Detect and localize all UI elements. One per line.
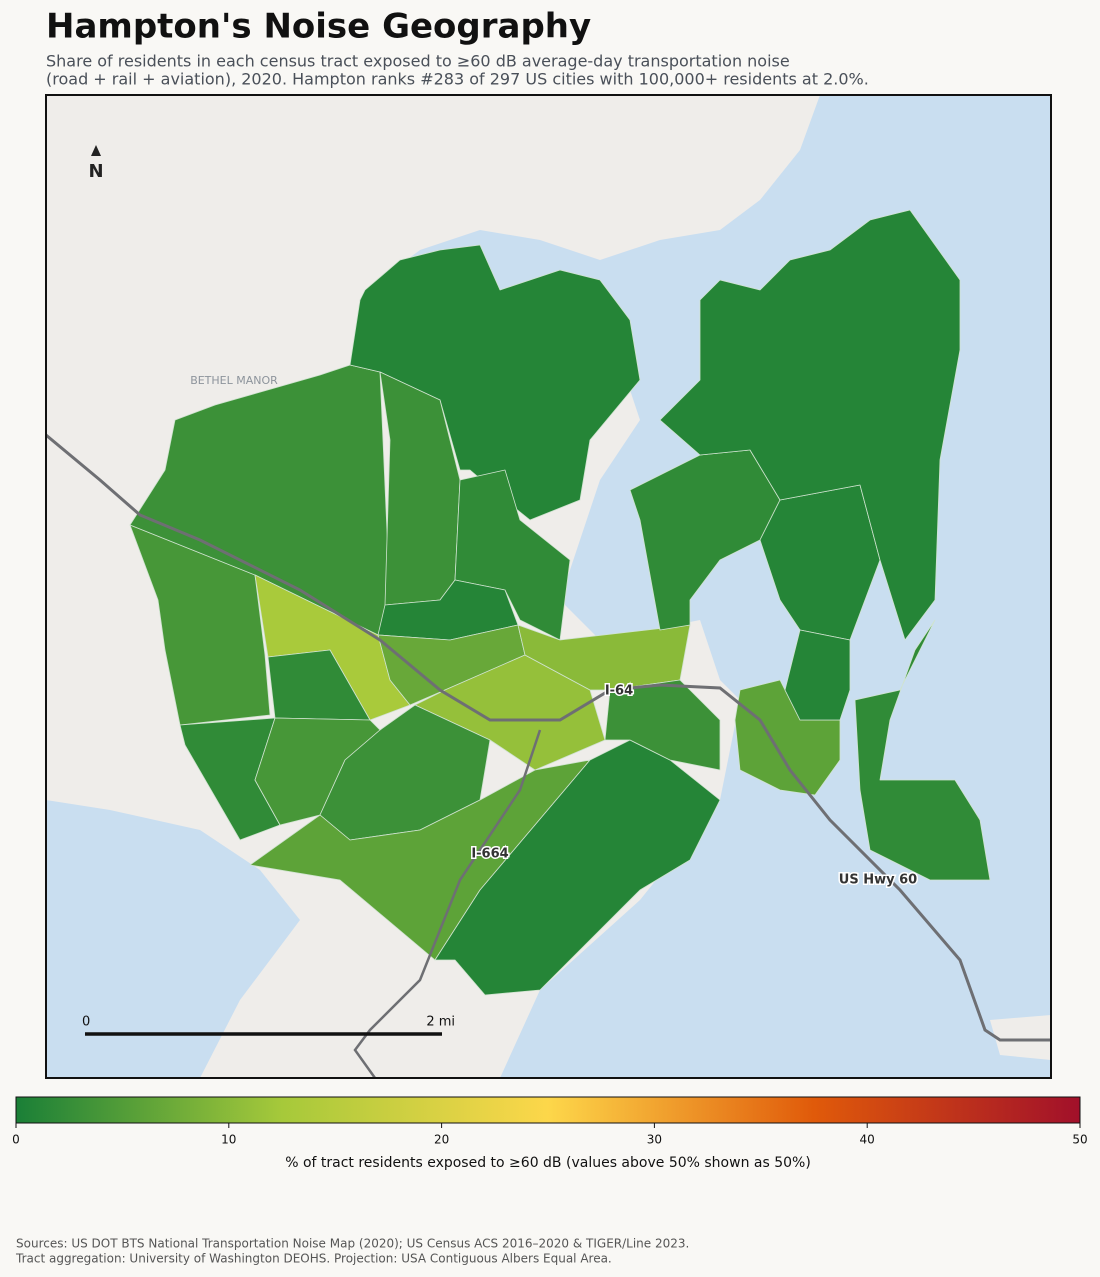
colorbar-tick-label: 50 <box>1072 1133 1087 1147</box>
map: I-64 I-664 US Hwy 60 BETHEL MANOR N 0 2 … <box>46 95 1051 1078</box>
north-arrow <box>91 145 101 156</box>
map-frame <box>45 94 1052 1079</box>
sources: Tract aggregation: University of Washing… <box>15 1252 612 1266</box>
scale-label: 2 mi <box>426 1015 455 1030</box>
tract <box>434 739 721 996</box>
tract <box>517 624 691 691</box>
title: Hampton's Noise Geography <box>46 7 591 47</box>
colorbar-tick-label: 20 <box>434 1133 449 1147</box>
colorbar <box>15 1096 1081 1124</box>
colorbar-tick-label: 10 <box>221 1133 236 1147</box>
subtitle: Share of residents in each census tract … <box>46 52 790 71</box>
tract <box>129 524 271 726</box>
land <box>990 1015 1051 1060</box>
road-label: I-64 <box>605 684 633 699</box>
tracts <box>129 209 991 996</box>
colorbar-label: % of tract residents exposed to ≥60 dB (… <box>285 1155 811 1171</box>
road-i64 <box>46 433 1051 1042</box>
tract <box>784 629 851 721</box>
colorbar-tick-label: 40 <box>860 1133 875 1147</box>
colorbar-ticks: 0 10 20 30 40 50 <box>12 1123 1088 1147</box>
place-label: BETHEL MANOR <box>190 374 278 387</box>
scale-label: 0 <box>82 1015 90 1030</box>
north-label: N <box>88 161 103 182</box>
colorbar-tick-label: 30 <box>647 1133 662 1147</box>
road-label: I-664 <box>471 847 508 862</box>
tract <box>249 759 591 961</box>
road-i664 <box>353 729 542 1078</box>
sources: Sources: US DOT BTS National Transportat… <box>16 1237 689 1251</box>
tract <box>349 244 641 521</box>
tract <box>854 619 991 881</box>
subtitle: (road + rail + aviation), 2020. Hampton … <box>46 70 869 89</box>
colorbar-tick-label: 0 <box>12 1133 20 1147</box>
water <box>46 800 300 1078</box>
tract <box>659 209 961 641</box>
road-label: US Hwy 60 <box>839 873 917 888</box>
